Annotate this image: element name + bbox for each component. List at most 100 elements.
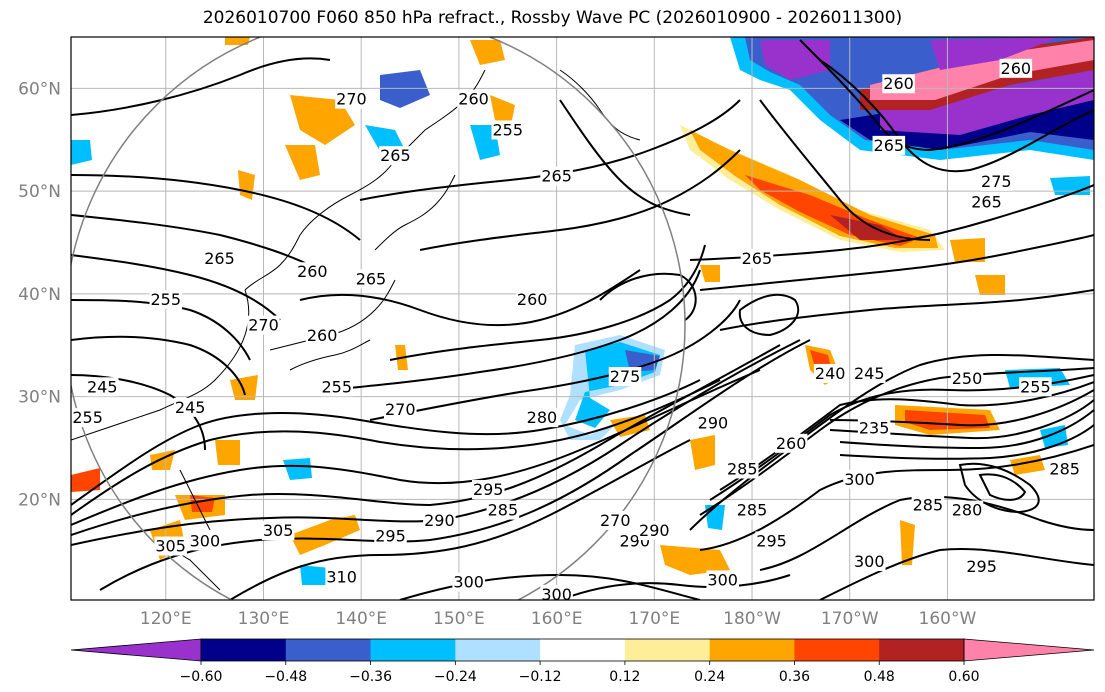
contour-label-bg [452, 572, 485, 592]
contour-line [71, 299, 251, 361]
colorbar-segment [455, 639, 541, 661]
contour-line [559, 99, 691, 216]
colorbar-segment [201, 639, 287, 661]
contour-line [819, 548, 1094, 600]
contour-label: 245 [175, 398, 206, 417]
contour-label: 300 [190, 531, 221, 550]
contour-label-bg [813, 363, 847, 383]
contour-label-bg [740, 248, 774, 268]
contour-label: 300 [453, 573, 484, 592]
contour-label-bg [203, 248, 236, 268]
contour-label-bg [247, 315, 280, 335]
shade-blob [215, 440, 240, 465]
coastline [394, 69, 486, 161]
contour-label-bg [71, 408, 104, 428]
lat-lon-grid [71, 37, 1094, 600]
contour-label: 310 [326, 567, 357, 586]
contour-label: 250 [952, 369, 983, 388]
contour-label: 245 [87, 377, 118, 396]
contour-label-bg [173, 397, 207, 417]
contour-label-bg [598, 510, 632, 530]
contour-label: 285 [737, 501, 768, 520]
contour-label: 270 [385, 400, 416, 419]
contour-label: 265 [742, 249, 773, 268]
contour-label: 255 [72, 408, 103, 427]
colorbar-segment [879, 639, 965, 661]
lat-tick-label: 20°N [18, 490, 61, 510]
contour-label: 300 [854, 552, 885, 571]
colorbar-tick-label: −0.36 [349, 669, 392, 685]
shade-blob [660, 545, 730, 575]
shade-blob [950, 238, 985, 262]
contour-label: 260 [883, 74, 914, 93]
coastline [179, 469, 211, 531]
contour-line [799, 39, 1094, 152]
shade-blob [71, 140, 92, 165]
contour-line [71, 369, 761, 526]
contour-label-bg [491, 120, 525, 140]
coastline [244, 159, 396, 291]
contour-label-bg [354, 269, 388, 289]
contour-label-bg [525, 408, 559, 428]
contour-label-bg [950, 500, 984, 520]
shade-blob [71, 468, 100, 492]
shade-blob [283, 458, 312, 480]
contour-line [559, 574, 791, 600]
shade-blob [225, 37, 250, 45]
contour-line [229, 439, 691, 600]
colorbar-tick-label: −0.24 [434, 669, 477, 685]
colorbar-tick-label: 0.36 [779, 669, 810, 685]
contour-label: 260 [458, 90, 489, 109]
contour-line [759, 495, 1094, 571]
colorbar-segment [794, 639, 880, 661]
contour-line [299, 269, 641, 327]
colorbar-tick-label: 0.48 [864, 669, 895, 685]
colorbar-frame [200, 638, 965, 662]
contour-label-bg [852, 363, 886, 383]
contour-label: 290 [639, 521, 670, 540]
shade-blob [300, 565, 330, 585]
contour-line [599, 272, 697, 321]
contour-label-bg [320, 377, 354, 397]
contour-label: 270 [600, 511, 631, 530]
contour-label: 290 [424, 511, 455, 530]
contour-label-bg [325, 567, 358, 587]
shade-blob [1050, 176, 1090, 195]
contour-label-bg [608, 367, 642, 387]
contour-line [71, 374, 206, 451]
lat-labels: 60°N 50°N 40°N 30°N 20°N [18, 79, 61, 510]
shade-blob [285, 145, 320, 180]
lon-tick-label: 170°W [821, 609, 879, 629]
contour-label-bg [261, 521, 295, 541]
colorbar-tick-label: 0.12 [609, 669, 640, 685]
contour-label-bg [638, 521, 671, 541]
colorbar-tick-label: 0.24 [694, 669, 725, 685]
contour-label-bg [852, 551, 886, 571]
contour-label: 285 [488, 501, 519, 520]
coastline [559, 69, 641, 141]
contour-label: 295 [375, 526, 406, 545]
contour-line [958, 462, 1040, 514]
contour-label: 295 [966, 557, 997, 576]
lon-tick-label: 170°E [628, 609, 680, 629]
contour-line [71, 379, 721, 516]
contour-label: 300 [707, 570, 738, 589]
contour-label: 260 [297, 262, 328, 281]
contour-label-bg [774, 433, 808, 453]
contour-label-bg [296, 262, 329, 282]
contour-label: 290 [698, 413, 729, 432]
contour-label: 265 [204, 249, 235, 268]
colorbar-tick-label: 0.60 [948, 669, 979, 685]
contour-line [71, 379, 701, 506]
lon-tick-label: 130°E [238, 609, 290, 629]
contour-label-bg [999, 58, 1033, 78]
contour-label: 285 [1049, 459, 1080, 478]
shade-blob [870, 40, 1094, 100]
lon-tick-label: 160°E [531, 609, 583, 629]
contour-label-bg [540, 584, 573, 600]
colorbar-segment [285, 639, 372, 661]
contour-label: 255 [321, 377, 352, 396]
contour-line [719, 289, 1094, 331]
contour-label: 265 [380, 146, 411, 165]
